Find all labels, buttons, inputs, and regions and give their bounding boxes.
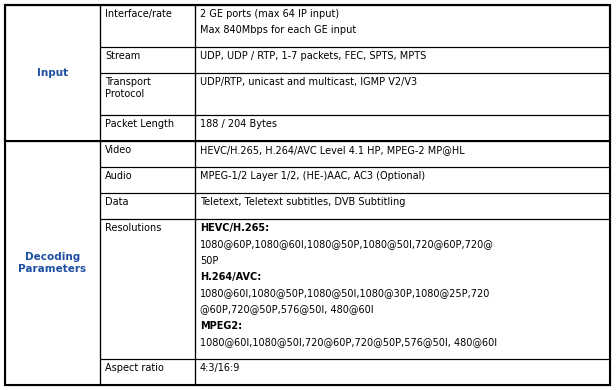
Text: Data: Data <box>105 197 129 207</box>
Text: Interface/rate: Interface/rate <box>105 9 172 19</box>
Text: Teletext, Teletext subtitles, DVB Subtitling: Teletext, Teletext subtitles, DVB Subtit… <box>200 197 405 207</box>
Text: HEVC/H.265:: HEVC/H.265: <box>200 223 269 233</box>
Bar <box>5 5 610 141</box>
Bar <box>100 167 195 193</box>
Bar <box>100 141 195 167</box>
Text: 2 GE ports (max 64 IP input): 2 GE ports (max 64 IP input) <box>200 9 339 19</box>
Bar <box>195 219 610 359</box>
Bar <box>100 47 195 73</box>
Text: Audio: Audio <box>105 171 132 181</box>
Text: HEVC/H.265, H.264/AVC Level 4.1 HP, MPEG-2 MP@HL: HEVC/H.265, H.264/AVC Level 4.1 HP, MPEG… <box>200 145 464 155</box>
Bar <box>195 141 610 167</box>
Text: Input: Input <box>37 68 68 78</box>
Bar <box>100 219 195 359</box>
Text: Max 840Mbps for each GE input: Max 840Mbps for each GE input <box>200 25 356 35</box>
Bar <box>100 5 195 47</box>
Text: Resolutions: Resolutions <box>105 223 161 233</box>
Text: MPEG-1/2 Layer 1/2, (HE-)AAC, AC3 (Optional): MPEG-1/2 Layer 1/2, (HE-)AAC, AC3 (Optio… <box>200 171 425 181</box>
Text: Packet Length: Packet Length <box>105 119 174 129</box>
Bar <box>195 115 610 141</box>
Text: 50P: 50P <box>200 256 219 266</box>
Bar <box>195 359 610 385</box>
Text: 1080@60I,1080@50I,720@60P,720@50P,576@50I, 480@60I: 1080@60I,1080@50I,720@60P,720@50P,576@50… <box>200 337 497 347</box>
Bar <box>100 193 195 219</box>
Bar <box>195 47 610 73</box>
Bar <box>195 5 610 47</box>
Bar <box>100 359 195 385</box>
Text: Transport
Protocol: Transport Protocol <box>105 77 151 99</box>
Text: 1080@60I,1080@50P,1080@50I,1080@30P,1080@25P,720: 1080@60I,1080@50P,1080@50I,1080@30P,1080… <box>200 288 490 298</box>
Text: H.264/AVC:: H.264/AVC: <box>200 272 261 282</box>
Bar <box>5 141 100 385</box>
Bar <box>195 73 610 115</box>
Text: 4:3/16:9: 4:3/16:9 <box>200 363 240 373</box>
Text: MPEG2:: MPEG2: <box>200 321 242 331</box>
Bar <box>100 115 195 141</box>
Text: Stream: Stream <box>105 51 140 61</box>
Bar <box>100 73 195 115</box>
Text: UDP/RTP, unicast and multicast, IGMP V2/V3: UDP/RTP, unicast and multicast, IGMP V2/… <box>200 77 417 87</box>
Bar <box>195 193 610 219</box>
Bar <box>195 167 610 193</box>
Text: 1080@60P,1080@60I,1080@50P,1080@50I,720@60P,720@: 1080@60P,1080@60I,1080@50P,1080@50I,720@… <box>200 239 494 250</box>
Text: Video: Video <box>105 145 132 155</box>
Text: Aspect ratio: Aspect ratio <box>105 363 164 373</box>
Text: UDP, UDP / RTP, 1-7 packets, FEC, SPTS, MPTS: UDP, UDP / RTP, 1-7 packets, FEC, SPTS, … <box>200 51 426 61</box>
Text: 188 / 204 Bytes: 188 / 204 Bytes <box>200 119 277 129</box>
Bar <box>5 5 100 141</box>
Text: Decoding
Parameters: Decoding Parameters <box>18 252 87 274</box>
Text: @60P,720@50P,576@50I, 480@60I: @60P,720@50P,576@50I, 480@60I <box>200 305 374 315</box>
